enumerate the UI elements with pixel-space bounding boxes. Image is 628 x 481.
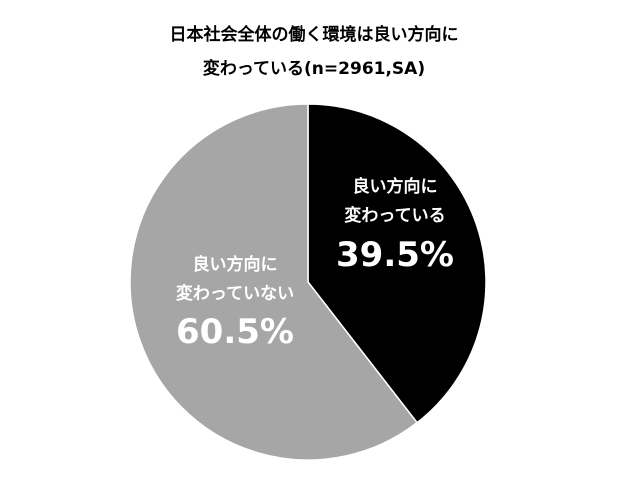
pie-slice-1: [307, 103, 487, 424]
slice-1-label-line-2: 変わっている: [344, 205, 445, 226]
pie-slice-2: [129, 103, 419, 461]
slice-1-label-line-1: 良い方向に: [353, 176, 438, 197]
slice-2-label-line-2: 変わっていない: [176, 283, 294, 304]
slice-1-value-label: 39.5%: [336, 235, 454, 275]
chart-title-line-2: 変わっている(n=2961,SA): [202, 59, 426, 79]
chart-title-line-1: 日本社会全体の働く環境は良い方向に: [169, 25, 459, 45]
slice-2-label-line-1: 良い方向に: [193, 254, 278, 275]
slice-2-value-label: 60.5%: [176, 312, 294, 352]
